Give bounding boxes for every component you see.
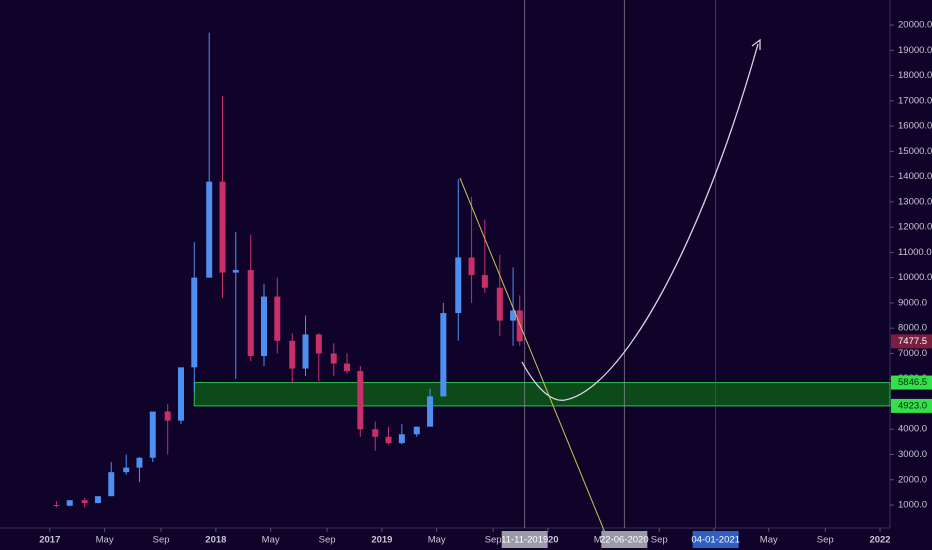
support-zone <box>193 382 891 407</box>
date-marker-label: 04-01-2021 <box>691 535 740 546</box>
candle-body <box>289 340 296 369</box>
x-tick-label: Sep <box>651 535 668 546</box>
candle-body <box>315 334 322 354</box>
y-tick-label: 16000.0 <box>898 121 932 132</box>
candle-body <box>177 367 184 421</box>
candle-body <box>455 257 462 314</box>
candle-body <box>427 396 434 427</box>
candle-body <box>330 353 337 364</box>
y-tick-label: 15000.0 <box>898 146 932 157</box>
candle-body <box>385 436 392 444</box>
y-tick-label: 11000.0 <box>898 247 932 258</box>
x-tick-label: Sep <box>319 535 336 546</box>
candle-body <box>247 270 254 356</box>
x-tick-label: May <box>96 535 114 546</box>
y-tick-label: 10000.0 <box>898 272 932 283</box>
date-marker-tag <box>692 531 739 548</box>
zone-price-label: 4923.0 <box>898 400 927 411</box>
candle-body <box>149 411 156 458</box>
x-tick-label: May <box>760 535 778 546</box>
projection-arrowhead <box>751 38 761 50</box>
y-tick-label: 14000.0 <box>898 171 932 182</box>
candle-body <box>108 472 115 497</box>
candle-body <box>468 257 475 276</box>
candle-body <box>516 310 523 342</box>
trend-line <box>459 177 609 541</box>
x-tick-label: 2018 <box>205 535 226 546</box>
candle-body <box>136 457 143 468</box>
candle-body <box>191 277 198 368</box>
candle-body <box>219 181 226 273</box>
x-tick-label: 2019 <box>371 535 392 546</box>
y-tick-label: 4000.0 <box>898 424 927 435</box>
candle-body <box>232 270 239 273</box>
date-marker-label: 22-06-2020 <box>600 535 649 546</box>
zone-price-label: 5846.5 <box>898 377 927 388</box>
candle-body <box>413 426 420 435</box>
candle-body <box>398 434 405 444</box>
y-tick-label: 17000.0 <box>898 95 932 106</box>
y-tick-label: 18000.0 <box>898 70 932 81</box>
candle-body <box>440 313 447 397</box>
candle-body <box>66 500 73 506</box>
x-tick-label: Sep <box>817 535 834 546</box>
candle-body <box>123 467 130 473</box>
projection-curve <box>521 43 759 401</box>
candle-body <box>372 429 379 437</box>
y-tick-label: 2000.0 <box>898 474 927 485</box>
candle-body <box>164 411 171 421</box>
y-tick-label: 13000.0 <box>898 196 932 207</box>
candle-body <box>81 500 88 503</box>
candle-body <box>496 287 503 321</box>
y-tick-label: 8000.0 <box>898 323 927 334</box>
candle-body <box>510 310 517 321</box>
zone-price-tag <box>891 398 932 413</box>
y-tick-label: 20000.0 <box>898 20 932 31</box>
y-tick-label: 3000.0 <box>898 449 927 460</box>
candle-body <box>53 505 60 507</box>
candle-body <box>357 371 364 430</box>
candle-body <box>274 296 281 341</box>
candle-body <box>481 275 488 288</box>
date-marker-label: 11-11-2019 <box>501 535 548 546</box>
current-price-label: 7477.5 <box>898 336 927 347</box>
x-tick-label: Sep <box>485 535 502 546</box>
y-tick-label: 7000.0 <box>898 348 927 359</box>
y-tick-label: 1000.0 <box>898 500 927 511</box>
candle-body <box>94 496 101 503</box>
x-tick-label: 2022 <box>869 535 890 546</box>
y-tick-label: 19000.0 <box>898 45 932 56</box>
zone-price-tag <box>891 375 932 390</box>
date-marker-tag <box>601 531 648 548</box>
x-tick-label: Sep <box>153 535 170 546</box>
x-tick-label: May <box>262 535 280 546</box>
date-marker-tag <box>501 531 548 548</box>
x-tick-label: 2020 <box>537 535 558 546</box>
candle-body <box>261 296 268 356</box>
y-tick-label: 12000.0 <box>898 222 932 233</box>
x-tick-label: 2017 <box>39 535 60 546</box>
x-tick-label: May <box>428 535 446 546</box>
candle-body <box>344 363 351 372</box>
candle-body <box>302 334 309 369</box>
y-tick-label: 9000.0 <box>898 297 927 308</box>
candle-body <box>206 181 213 278</box>
current-price-tag <box>891 334 932 349</box>
